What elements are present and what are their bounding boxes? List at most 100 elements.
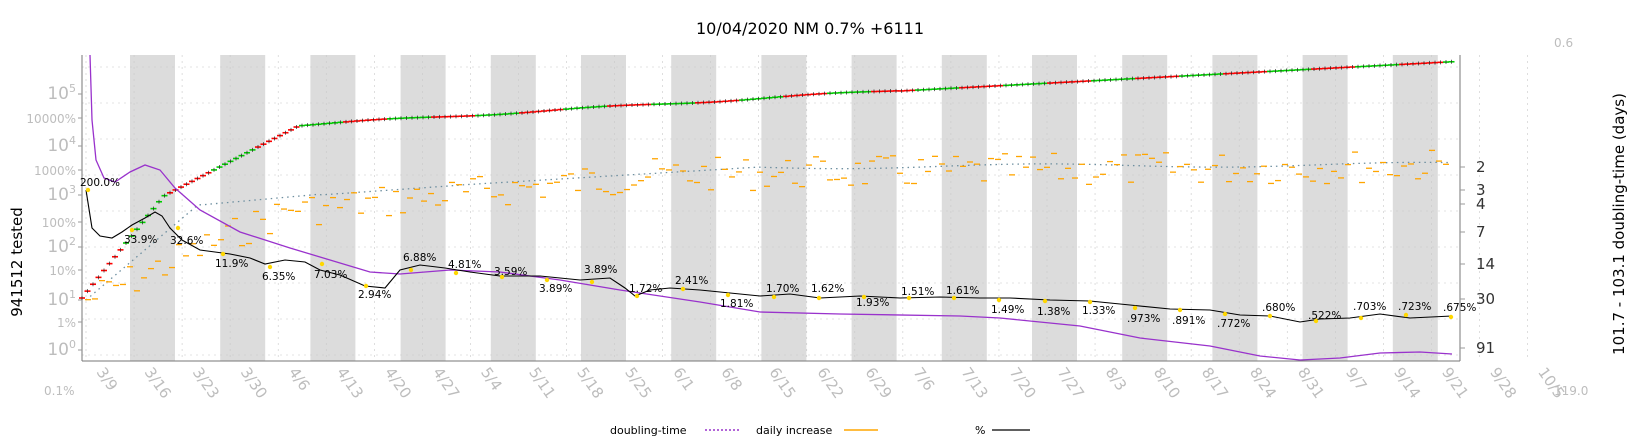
left-corner-label: 0.1% — [44, 384, 75, 398]
left-tick-label: 102 — [47, 235, 76, 257]
percent-marker — [1403, 312, 1409, 318]
percent-marker — [1358, 315, 1364, 321]
percent-label: 200.0% — [80, 177, 120, 189]
legend: doubling-time daily increase % — [610, 424, 1030, 437]
legend-daily-label: daily increase — [756, 424, 832, 437]
percent-label: 1.70% — [766, 283, 799, 295]
percent-label: 1.81% — [720, 298, 753, 310]
percent-marker — [1313, 318, 1319, 324]
percent-label: 2.94% — [358, 289, 391, 301]
legend-doubling-label: doubling-time — [610, 424, 687, 437]
x-tick-label: 3/16 — [141, 364, 175, 402]
right-tick-label: 7 — [1476, 223, 1486, 241]
chart-title: 10/04/2020 NM 0.7% +6111 — [696, 19, 924, 38]
percent-marker — [680, 286, 686, 292]
percent-marker — [634, 293, 640, 299]
percent-marker — [85, 187, 91, 193]
percent-label: 2.41% — [675, 275, 708, 287]
percent-marker — [175, 225, 181, 231]
percent-marker — [363, 283, 369, 289]
x-tick-label: 5/4 — [477, 364, 506, 394]
percent-marker — [129, 227, 135, 233]
week-band — [1302, 55, 1348, 361]
percent-label: 3.89% — [539, 283, 572, 295]
left-tick-label: 10000% — [26, 112, 76, 126]
week-band — [761, 55, 807, 361]
week-band — [1032, 55, 1077, 361]
x-tick-label: 6/29 — [862, 364, 896, 402]
percent-marker — [544, 277, 550, 283]
percent-marker — [1448, 314, 1454, 320]
left-axis-ticks: 100 1% 101 10% 102 100% 103 1000% 104 10000% 105 — [26, 82, 82, 360]
right-tick-label: 91 — [1476, 339, 1495, 357]
x-tick-label: 8/24 — [1246, 364, 1280, 402]
percent-marker — [906, 295, 912, 301]
percent-label: 1.72% — [629, 283, 662, 295]
percent-label: .680% — [1262, 302, 1295, 314]
percent-label: .772% — [1217, 318, 1250, 330]
percent-label: 1.51% — [901, 286, 934, 298]
x-tick-label: 7/27 — [1054, 364, 1088, 402]
x-tick-label: 7/6 — [910, 364, 939, 394]
percent-label: 1.61% — [946, 285, 979, 297]
percent-marker — [771, 294, 777, 300]
x-tick-label: 4/6 — [285, 364, 314, 394]
percent-marker — [267, 264, 273, 270]
week-band — [490, 55, 536, 361]
left-tick-label: 100 — [47, 338, 76, 360]
week-band — [1212, 55, 1258, 361]
percent-label: .891% — [1172, 315, 1205, 327]
percent-label: 1.49% — [991, 304, 1024, 316]
left-axis-label: 941512 tested — [8, 207, 26, 317]
percent-label: 3.89% — [584, 264, 617, 276]
percent-marker — [1267, 313, 1273, 319]
x-tick-label: 5/25 — [621, 364, 655, 402]
week-band — [1392, 55, 1438, 361]
right-tick-label: 30 — [1476, 290, 1495, 308]
x-tick-label: 6/1 — [669, 364, 698, 394]
x-tick-label: 4/13 — [333, 364, 367, 402]
percent-marker — [319, 261, 325, 267]
x-axis-labels: 3/9 3/16 3/23 3/30 4/6 4/13 4/20 4/27 5/4 5/11 5/1… — [93, 364, 1569, 402]
left-tick-label: 1% — [57, 316, 76, 330]
x-tick-label: 9/21 — [1438, 364, 1472, 402]
right-tick-label: 4 — [1476, 195, 1486, 213]
x-tick-label: 4/20 — [381, 364, 415, 402]
x-tick-label: 8/17 — [1198, 364, 1232, 402]
percent-label: 6.88% — [403, 252, 436, 264]
left-tick-label: 103 — [47, 183, 76, 205]
x-tick-label: 6/8 — [717, 364, 746, 394]
left-tick-label: 104 — [47, 134, 76, 156]
left-tick-label: 10% — [49, 264, 76, 278]
percent-label: .522% — [1308, 310, 1341, 322]
x-tick-label: 9/7 — [1342, 364, 1371, 394]
percent-marker — [1042, 298, 1048, 304]
x-tick-label: 8/31 — [1294, 364, 1328, 402]
left-tick-label: 100% — [42, 216, 76, 230]
week-band — [220, 55, 266, 361]
percent-label: 1.93% — [856, 297, 889, 309]
x-tick-label: 6/15 — [765, 364, 799, 402]
percent-marker — [408, 267, 414, 273]
percent-marker — [1222, 311, 1228, 317]
percent-label: .723% — [1398, 301, 1431, 313]
x-tick-label: 6/22 — [813, 364, 847, 402]
percent-label: .973% — [1127, 313, 1160, 325]
percent-label: .675% — [1443, 302, 1476, 314]
x-tick-label: 3/23 — [189, 364, 223, 402]
percent-label: 1.38% — [1037, 306, 1070, 318]
x-tick-label: 3/9 — [93, 364, 122, 394]
left-tick-label: 1000% — [34, 164, 76, 178]
percent-marker — [996, 297, 1002, 303]
right-top-label: 0.6 — [1554, 36, 1573, 50]
x-tick-label: 9/28 — [1486, 364, 1520, 402]
percent-marker — [589, 279, 595, 285]
right-tick-label: 14 — [1476, 255, 1495, 273]
percent-marker — [951, 295, 957, 301]
percent-label: 3.59% — [494, 266, 527, 278]
week-band — [941, 55, 987, 361]
x-tick-label: 8/3 — [1102, 364, 1131, 394]
percent-marker — [220, 251, 226, 257]
legend-percent-label: % — [975, 424, 985, 437]
